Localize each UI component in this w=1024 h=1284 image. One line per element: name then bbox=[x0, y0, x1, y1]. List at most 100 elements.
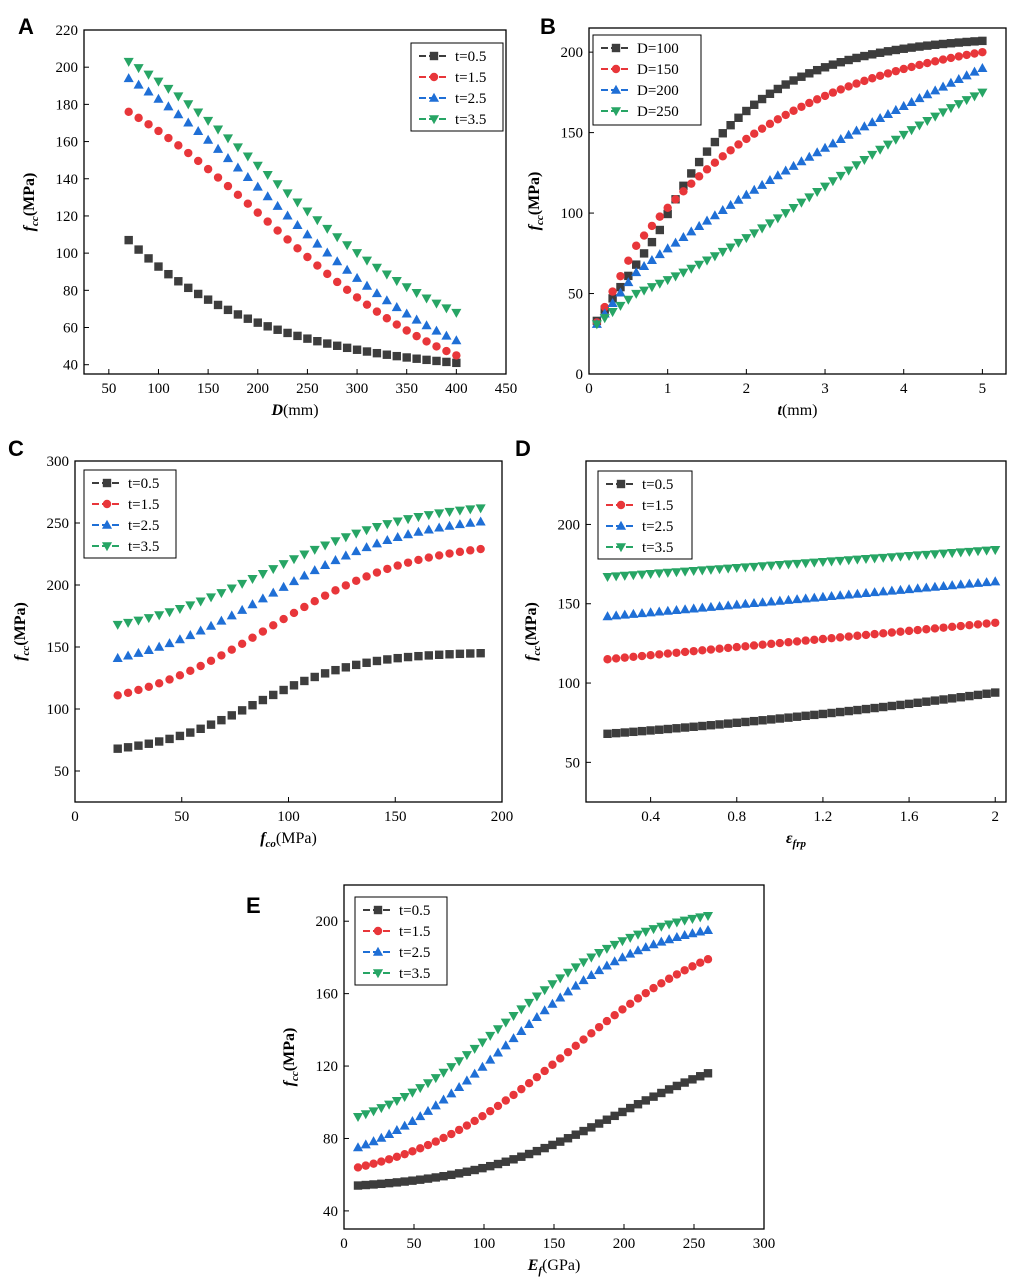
y-tick-label: 150 bbox=[561, 126, 584, 142]
data-point bbox=[431, 299, 442, 309]
data-point bbox=[570, 963, 581, 973]
data-point bbox=[956, 621, 965, 631]
data-point bbox=[812, 95, 822, 104]
series-D_150 bbox=[592, 47, 987, 327]
data-point bbox=[382, 520, 393, 530]
data-point bbox=[775, 638, 785, 648]
data-point bbox=[602, 1016, 612, 1026]
x-axis-label-subscript: frp bbox=[793, 838, 807, 850]
data-point bbox=[407, 1116, 418, 1126]
data-point bbox=[718, 152, 727, 161]
data-point bbox=[303, 252, 312, 262]
data-point bbox=[123, 650, 134, 660]
data-point bbox=[243, 199, 253, 208]
data-point bbox=[361, 526, 372, 536]
data-point bbox=[853, 705, 862, 715]
data-point bbox=[804, 193, 815, 203]
data-point bbox=[203, 134, 214, 144]
data-point bbox=[302, 207, 313, 217]
data-point bbox=[422, 355, 431, 365]
x-tick-label: 300 bbox=[753, 1236, 776, 1252]
y-axis-label-symbol: f bbox=[12, 654, 29, 661]
data-point bbox=[879, 629, 888, 638]
data-point bbox=[632, 930, 644, 940]
data-point bbox=[695, 926, 706, 936]
data-point bbox=[391, 302, 402, 312]
data-point bbox=[143, 614, 154, 624]
data-point bbox=[438, 1068, 449, 1078]
data-point bbox=[789, 106, 798, 115]
data-point bbox=[680, 966, 689, 975]
data-point bbox=[578, 975, 589, 985]
data-point bbox=[709, 210, 720, 220]
x-tick-label: 200 bbox=[247, 381, 270, 397]
data-point bbox=[562, 986, 574, 996]
data-point bbox=[571, 1130, 580, 1139]
data-point bbox=[632, 945, 644, 955]
data-point bbox=[797, 102, 806, 111]
data-point bbox=[247, 599, 258, 609]
data-point bbox=[372, 348, 382, 358]
x-tick-label: 250 bbox=[683, 1236, 706, 1252]
data-point bbox=[309, 545, 320, 555]
y-axis-label-symbol: f bbox=[526, 223, 543, 230]
data-point bbox=[629, 652, 638, 662]
x-axis-label: t(mm) bbox=[778, 402, 818, 419]
data-point bbox=[714, 601, 725, 611]
data-point bbox=[680, 723, 690, 732]
data-point bbox=[392, 517, 403, 527]
data-point bbox=[670, 272, 681, 282]
data-point bbox=[174, 141, 183, 150]
legend-label: t=2.5 bbox=[642, 519, 673, 535]
data-point bbox=[757, 94, 767, 104]
data-point bbox=[664, 1085, 674, 1094]
data-point bbox=[636, 570, 648, 580]
legend-marker bbox=[616, 479, 626, 489]
data-point bbox=[616, 282, 625, 292]
data-point bbox=[878, 553, 889, 563]
y-tick-label: 40 bbox=[323, 1204, 338, 1220]
data-point bbox=[628, 608, 639, 618]
data-point bbox=[165, 734, 174, 744]
data-point bbox=[867, 150, 878, 160]
data-point bbox=[904, 699, 914, 709]
data-point bbox=[475, 504, 486, 514]
data-point bbox=[656, 936, 667, 946]
data-point bbox=[372, 568, 382, 577]
data-point bbox=[423, 524, 434, 534]
panel-label: D bbox=[515, 436, 531, 461]
data-point bbox=[982, 689, 991, 698]
legend-marker bbox=[429, 72, 439, 82]
data-point bbox=[312, 216, 323, 226]
data-point bbox=[741, 642, 750, 651]
data-point bbox=[123, 73, 134, 83]
data-point bbox=[631, 267, 642, 277]
data-point bbox=[637, 651, 647, 661]
data-point bbox=[664, 974, 674, 983]
data-point bbox=[332, 233, 343, 243]
data-point bbox=[422, 1105, 434, 1115]
data-point bbox=[620, 728, 629, 737]
data-point bbox=[478, 1111, 487, 1121]
y-tick-label: 50 bbox=[565, 755, 580, 771]
data-point bbox=[810, 635, 819, 645]
data-point bbox=[292, 220, 303, 230]
data-point bbox=[732, 642, 741, 652]
data-point bbox=[800, 559, 811, 569]
data-point bbox=[184, 148, 193, 158]
data-point bbox=[715, 720, 724, 729]
y-tick-label: 100 bbox=[561, 206, 584, 222]
data-point bbox=[640, 942, 651, 952]
y-tick-label: 160 bbox=[56, 135, 79, 151]
series-t_1_5 bbox=[603, 618, 1000, 664]
series-t_1_5 bbox=[124, 107, 461, 360]
data-point bbox=[930, 112, 941, 122]
data-point bbox=[818, 634, 828, 644]
data-point bbox=[954, 52, 963, 61]
data-point bbox=[801, 636, 810, 645]
data-point bbox=[965, 621, 974, 630]
data-point bbox=[852, 79, 861, 88]
data-point bbox=[193, 156, 203, 166]
panel-label: A bbox=[18, 14, 34, 39]
data-point bbox=[461, 1051, 472, 1061]
